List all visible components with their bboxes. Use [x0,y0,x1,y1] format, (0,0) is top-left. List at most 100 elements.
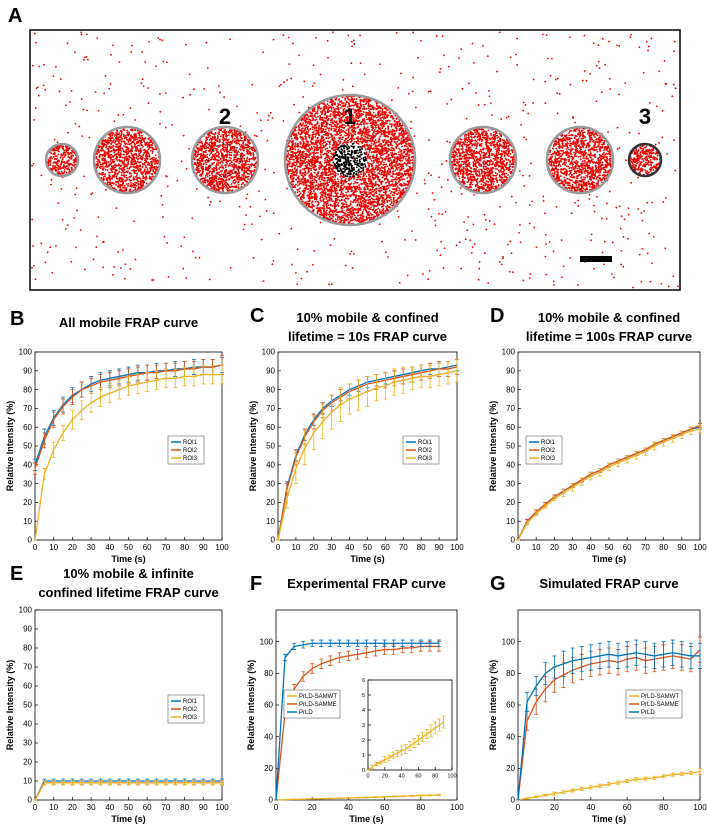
particle [385,157,387,160]
particle [180,160,183,163]
particle [40,242,43,245]
particle [138,176,141,179]
particle [221,166,224,169]
particle [123,169,126,171]
particle [646,252,649,255]
particle [328,283,330,286]
particle [589,72,592,75]
particle [355,190,358,193]
particle [90,193,92,196]
particle [51,271,54,274]
particle [68,156,71,159]
particle [467,216,469,218]
particle [651,262,653,265]
particle [146,158,149,160]
particle [58,90,61,93]
particle [108,87,111,90]
particle [122,128,125,131]
particle [85,55,88,58]
particle [569,256,572,259]
particle [627,207,630,210]
particle [82,58,85,61]
particle [205,158,208,161]
particle [197,151,199,154]
particle [247,163,250,166]
particle [38,65,41,68]
particle [482,44,484,47]
particle [139,168,142,171]
particle [103,143,106,146]
particle [369,208,372,211]
particle [218,168,221,170]
particle [583,70,586,72]
particle [228,134,230,137]
particle [405,159,408,162]
particle [590,233,593,236]
particle [138,144,141,147]
particle [397,215,400,218]
particle [199,163,202,166]
particle [252,257,255,259]
particle [459,187,462,189]
particle [145,153,148,156]
particle [249,142,252,145]
particle [295,271,297,274]
particle [129,184,132,187]
particle [103,158,106,161]
particle [130,134,132,137]
particle [227,150,230,153]
particle [61,218,64,221]
particle [338,210,341,213]
particle [395,31,398,34]
particle [483,103,486,106]
particle [104,140,106,143]
particle [196,158,199,161]
particle [127,162,129,165]
particle [55,169,58,172]
particle [207,136,210,138]
particle [119,144,122,146]
particle [478,260,481,263]
roi-circle [92,125,162,195]
particle [379,135,382,138]
particle [555,205,558,208]
particle [293,158,295,161]
particle [211,163,213,166]
particle [139,136,141,139]
particle [55,155,58,157]
particle [613,276,615,279]
particle [390,190,393,193]
particle [206,67,209,70]
particle [218,141,221,143]
particle [210,179,212,182]
particle [205,147,208,149]
particle [622,265,625,268]
particle [105,188,107,191]
particle [544,233,547,236]
particle [118,177,121,180]
particle [217,171,220,174]
particle [116,153,118,155]
particle [138,133,141,136]
particle [601,37,604,40]
particle [183,236,186,239]
particle [202,151,205,153]
particle [144,159,147,162]
particle [431,192,434,195]
particle [630,34,633,36]
particle [47,159,50,161]
particle [117,185,120,188]
particle [232,149,235,152]
particle [213,185,216,188]
particle [122,133,125,136]
particle [104,175,106,178]
particle [286,187,288,190]
particle [123,153,125,156]
particle [533,226,536,229]
particle [99,153,102,156]
particle [57,171,60,174]
particle [129,156,132,159]
particle [217,155,220,158]
particle [216,140,219,143]
particle [107,161,110,163]
